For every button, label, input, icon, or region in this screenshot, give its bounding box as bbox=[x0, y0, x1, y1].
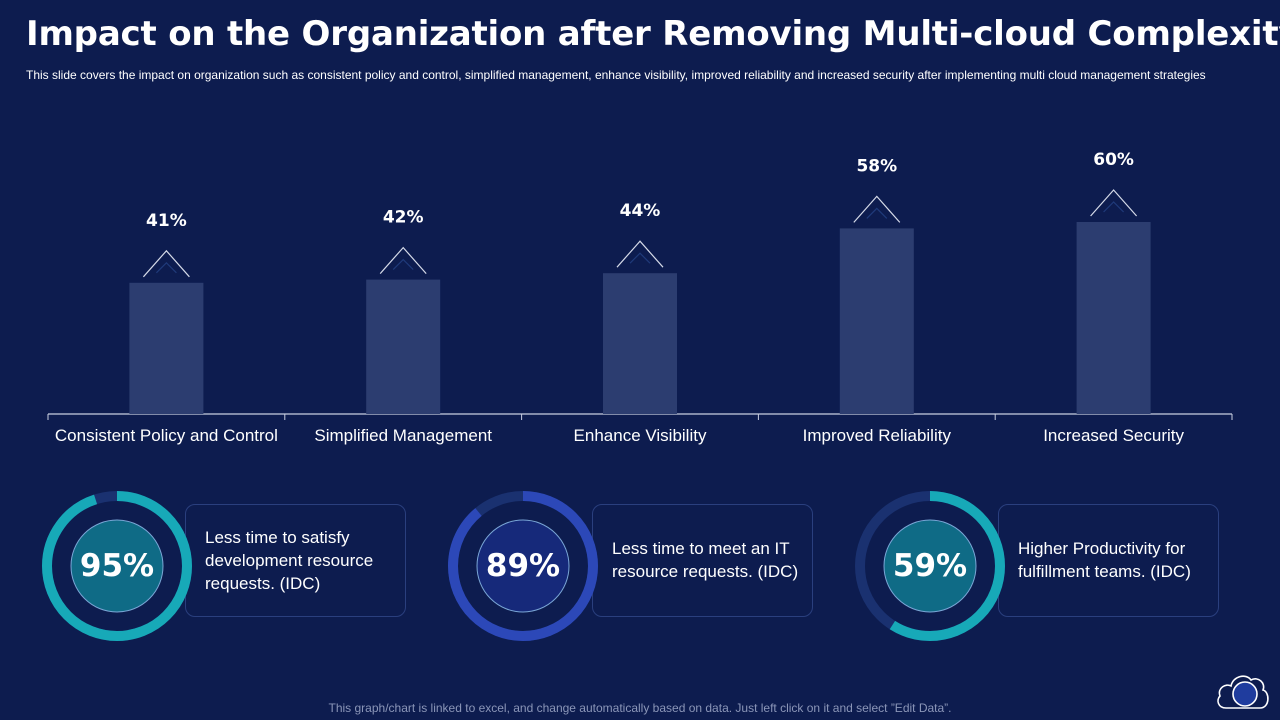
bar[interactable] bbox=[366, 279, 441, 414]
category-label: Improved Reliability bbox=[803, 426, 952, 445]
ring-progress bbox=[448, 491, 598, 641]
ring-center bbox=[476, 519, 570, 613]
bar[interactable] bbox=[603, 273, 677, 414]
category-label: Enhance Visibility bbox=[574, 426, 707, 445]
stat-card-1 bbox=[185, 504, 406, 617]
ring-progress bbox=[42, 491, 192, 641]
cloud-icon bbox=[1217, 675, 1269, 709]
ring-progress bbox=[855, 491, 1005, 641]
stat-ring-2 bbox=[448, 491, 598, 641]
stat-value-1: 95% bbox=[79, 548, 155, 584]
stat-ring-3 bbox=[855, 491, 1005, 641]
stat-ring-1 bbox=[42, 491, 192, 641]
data-label: 41% bbox=[146, 211, 187, 231]
bar-marker bbox=[379, 246, 427, 274]
data-label: 44% bbox=[620, 201, 661, 221]
category-label: Increased Security bbox=[1043, 426, 1184, 445]
bar-marker bbox=[616, 240, 664, 268]
data-label: 58% bbox=[856, 156, 897, 176]
category-label: Consistent Policy and Control bbox=[55, 426, 278, 445]
stat-text-2: Less time to meet an IT resource request… bbox=[612, 539, 799, 581]
bar-marker-inner bbox=[629, 252, 651, 264]
bar[interactable] bbox=[129, 282, 204, 414]
ring-center bbox=[70, 519, 164, 613]
bar[interactable] bbox=[839, 228, 914, 414]
bar-marker bbox=[1090, 189, 1138, 217]
stat-value-3: 59% bbox=[892, 548, 968, 584]
bar-marker bbox=[142, 249, 190, 278]
stat-card-3 bbox=[998, 504, 1219, 617]
page-subtitle: This slide covers the impact on organiza… bbox=[26, 68, 1206, 82]
data-label: 60% bbox=[1093, 150, 1134, 170]
bar-marker-inner bbox=[155, 261, 177, 274]
category-label: Simplified Management bbox=[314, 426, 492, 445]
bar-marker-inner bbox=[392, 258, 414, 271]
bar[interactable] bbox=[1076, 222, 1151, 414]
footer-note: This graph/chart is linked to excel, and… bbox=[328, 701, 952, 715]
data-label: 42% bbox=[383, 208, 424, 228]
ring-center bbox=[883, 519, 977, 613]
bar-marker-inner bbox=[866, 207, 888, 219]
stat-value-2: 89% bbox=[485, 548, 561, 584]
page-title: Impact on the Organization after Removin… bbox=[26, 14, 1280, 54]
bar-marker bbox=[853, 195, 901, 223]
bar-chart[interactable]: 41% Consistent Policy and Control 42% Simpl… bbox=[0, 0, 1280, 460]
stat-text-3: Higher Productivity for fulfillment team… bbox=[1018, 539, 1191, 581]
bar-marker-inner bbox=[1103, 201, 1125, 213]
stat-text-1: Less time to satisfy development resourc… bbox=[205, 528, 374, 593]
